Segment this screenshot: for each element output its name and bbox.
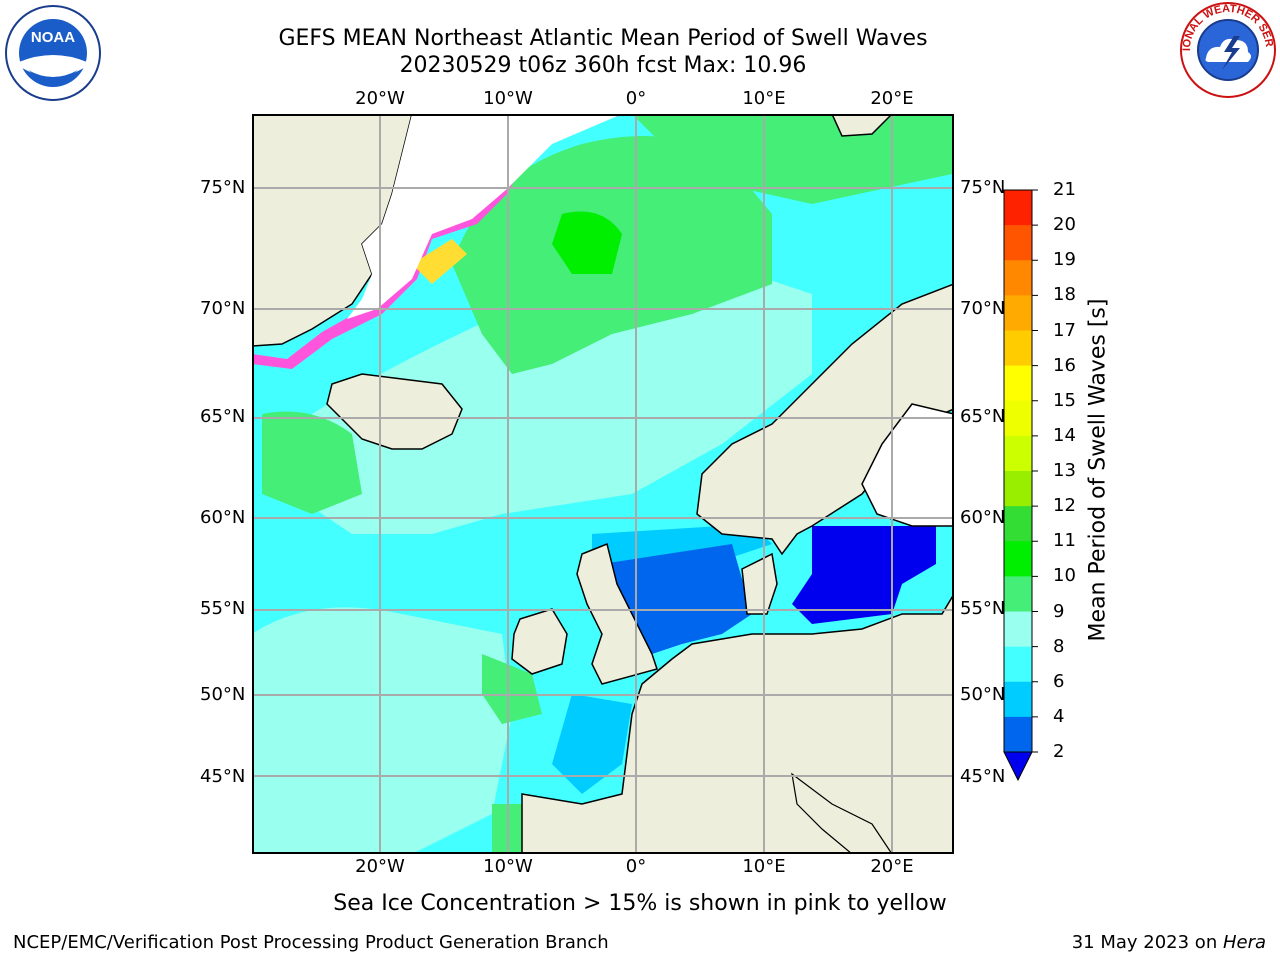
colorbar-segment bbox=[1004, 576, 1032, 612]
colorbar-tick-label: 4 bbox=[1053, 705, 1065, 727]
nws-logo: NATIONAL WEATHER SERVICE bbox=[1178, 0, 1276, 98]
iceland bbox=[326, 373, 463, 450]
swell-2-4-north-sea bbox=[602, 544, 752, 654]
map-subtitle: 20230529 t06z 360h fcst Max: 10.96 bbox=[399, 53, 807, 78]
lon-label-top-20e: 20°E bbox=[870, 88, 914, 109]
lat-label-left-60n: 60°N bbox=[200, 507, 246, 528]
lat-label-right-50n: 50°N bbox=[960, 684, 1006, 705]
colorbar-segment bbox=[1004, 611, 1032, 648]
colorbar-segment bbox=[1004, 225, 1032, 261]
lon-label-top-10e: 10°E bbox=[742, 88, 786, 109]
map-frame bbox=[252, 114, 954, 854]
swell-9-10-sw bbox=[482, 654, 542, 724]
colorbar-tick-label: 14 bbox=[1053, 424, 1076, 446]
lat-label-left-55n: 55°N bbox=[200, 598, 246, 619]
swell-4-6-biscay bbox=[552, 694, 632, 794]
lat-label-right-75n: 75°N bbox=[960, 177, 1006, 198]
colorbar-segment bbox=[1004, 295, 1032, 331]
colorbar-segment bbox=[1004, 716, 1032, 753]
colorbar-tick-label: 21 bbox=[1053, 179, 1076, 200]
finland-white bbox=[861, 403, 954, 527]
lat-label-right-45n: 45°N bbox=[960, 766, 1006, 787]
lat-label-left-75n: 75°N bbox=[200, 177, 246, 198]
lon-label-bottom-20w: 20°W bbox=[355, 856, 405, 877]
lon-label-bottom-10w: 10°W bbox=[483, 856, 533, 877]
colorbar-segment bbox=[1004, 541, 1032, 577]
colorbar-segment bbox=[1004, 646, 1032, 683]
colorbar-tick-label: 2 bbox=[1053, 741, 1065, 762]
colorbar-segment bbox=[1004, 365, 1032, 402]
swell-8-9-area-south bbox=[252, 607, 512, 854]
swell-8-9-area bbox=[292, 264, 812, 534]
swell-9-10-northeast bbox=[632, 114, 952, 204]
colorbar-tick-label: 13 bbox=[1053, 460, 1076, 481]
lat-label-left-45n: 45°N bbox=[200, 766, 246, 787]
noaa-logo-text: NOAA bbox=[31, 29, 75, 46]
colorbar-segment bbox=[1004, 190, 1032, 226]
colorbar-segment bbox=[1004, 681, 1032, 718]
greenland-ice-sheet bbox=[347, 114, 622, 319]
colorbar-tick-label: 18 bbox=[1053, 284, 1076, 306]
lat-label-right-65n: 65°N bbox=[960, 406, 1006, 427]
lon-label-top-10w: 10°W bbox=[483, 88, 533, 109]
lon-label-top-20w: 20°W bbox=[355, 88, 405, 109]
swell-9-10-west bbox=[262, 411, 362, 514]
graticule bbox=[252, 114, 954, 854]
colorbar-tick-label: 11 bbox=[1053, 530, 1076, 552]
footer-host: Hera bbox=[1222, 932, 1266, 953]
colorbar-tick-label: 16 bbox=[1053, 354, 1076, 376]
colorbar-segment bbox=[1004, 435, 1032, 472]
colorbar-tick-label: 9 bbox=[1053, 600, 1065, 622]
colorbar-segment bbox=[1004, 260, 1032, 296]
colorbar-segment bbox=[1004, 506, 1032, 542]
map-title: GEFS MEAN Northeast Atlantic Mean Period… bbox=[278, 26, 928, 51]
colorbar-tick-label: 19 bbox=[1053, 249, 1076, 271]
continental-europe bbox=[521, 592, 954, 854]
map-panel bbox=[252, 114, 954, 854]
swell-10-11-core bbox=[552, 211, 622, 274]
colorbar-tick-label: 6 bbox=[1053, 670, 1065, 692]
lon-label-bottom-10e: 10°E bbox=[742, 856, 786, 877]
sea-ice-yellow bbox=[412, 239, 467, 284]
swell-under-2-baltic bbox=[792, 526, 936, 624]
colorbar-segment bbox=[1004, 400, 1032, 437]
denmark bbox=[741, 552, 778, 615]
lon-label-top-0: 0° bbox=[625, 88, 647, 109]
lat-label-left-70n: 70°N bbox=[200, 298, 246, 319]
lon-label-bottom-20e: 20°E bbox=[870, 856, 914, 877]
lat-label-left-50n: 50°N bbox=[200, 684, 246, 705]
sea-ice-caption: Sea Ice Concentration > 15% is shown in … bbox=[333, 891, 947, 916]
ireland bbox=[511, 608, 568, 675]
svalbard bbox=[831, 114, 894, 137]
lat-label-right-55n: 55°N bbox=[960, 598, 1006, 619]
noaa-logo: NOAA bbox=[5, 5, 101, 101]
footer-credit: NCEP/EMC/Verification Post Processing Pr… bbox=[13, 932, 609, 953]
colorbar-tick-label: 8 bbox=[1053, 635, 1065, 657]
colorbar-tick-label: 10 bbox=[1053, 565, 1076, 587]
colorbar-extend-arrow bbox=[1003, 751, 1033, 782]
colorbar bbox=[1003, 189, 1038, 782]
lat-label-right-60n: 60°N bbox=[960, 507, 1006, 528]
colorbar-tick-label: 12 bbox=[1053, 495, 1076, 517]
footer-date: 31 May 2023 on Hera bbox=[1072, 932, 1266, 953]
colorbar-tick-label: 17 bbox=[1053, 319, 1076, 341]
colorbar-tick-label: 20 bbox=[1053, 214, 1076, 236]
colorbar-segment bbox=[1004, 471, 1032, 507]
colorbar-tick-label: 15 bbox=[1053, 389, 1076, 411]
italy-outline bbox=[791, 772, 893, 854]
footer-date-text: 31 May 2023 on bbox=[1071, 932, 1223, 953]
lat-label-right-70n: 70°N bbox=[960, 298, 1006, 319]
lat-label-left-65n: 65°N bbox=[200, 406, 246, 427]
lon-label-bottom-0: 0° bbox=[625, 856, 647, 877]
colorbar-segment bbox=[1004, 330, 1032, 367]
colorbar-label: Mean Period of Swell Waves [s] bbox=[1085, 298, 1111, 642]
